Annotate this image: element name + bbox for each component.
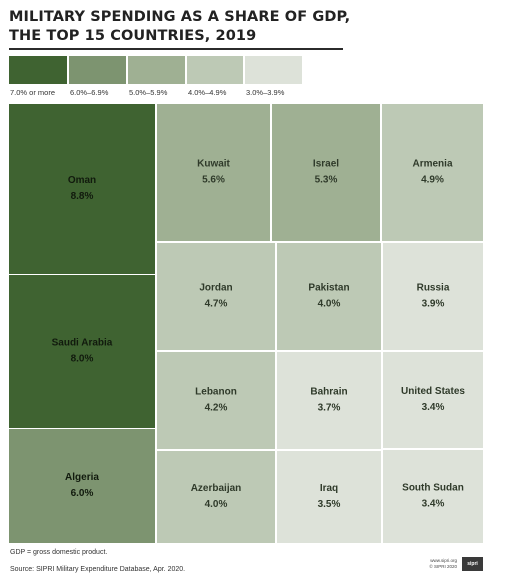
tile-rect-jordan	[157, 243, 275, 350]
tile-value-azerbaijan: 4.0%	[205, 499, 228, 510]
tile-label-azerbaijan: Azerbaijan	[191, 483, 242, 494]
tile-label-armenia: Armenia	[412, 159, 452, 170]
tile-rect-armenia	[382, 104, 483, 241]
logo-caption: www.sipri.org © SIPRI 2020	[425, 558, 457, 570]
tile-value-pakistan: 4.0%	[318, 299, 341, 310]
legend-swatch-3	[128, 56, 185, 84]
legend-swatch-4	[187, 56, 243, 84]
tile-label-kuwait: Kuwait	[197, 159, 230, 170]
tile-value-bahrain: 3.7%	[318, 403, 341, 414]
tile-algeria: Algeria 6.0%	[9, 429, 155, 543]
tile-value-saudi-arabia: 8.0%	[71, 354, 94, 365]
logo-copyright: © SIPRI 2020	[429, 564, 457, 569]
legend-label-1: 7.0% or more	[10, 88, 56, 97]
tile-value-algeria: 6.0%	[71, 488, 94, 499]
tile-value-oman: 8.8%	[71, 191, 94, 202]
logo-url: www.sipri.org	[430, 558, 457, 563]
tile-south-sudan: South Sudan 3.4%	[383, 450, 483, 543]
tile-value-israel: 5.3%	[315, 175, 338, 186]
tile-rect-algeria	[9, 429, 155, 543]
tile-rect-south-sudan	[383, 450, 483, 543]
tile-value-united-states: 3.4%	[422, 402, 445, 413]
tile-rect-saudi-arabia	[9, 275, 155, 428]
tile-armenia: Armenia 4.9%	[382, 104, 483, 241]
legend-label-4: 4.0%–4.9%	[188, 88, 227, 97]
legend-label-5: 3.0%–3.9%	[246, 88, 285, 97]
tile-rect-united-states	[383, 352, 483, 448]
tile-israel: Israel 5.3%	[272, 104, 380, 241]
tile-value-iraq: 3.5%	[318, 499, 341, 510]
chart-title-line-2: THE TOP 15 COUNTRIES, 2019	[9, 28, 257, 44]
source-note: Source: SIPRI Military Expenditure Datab…	[10, 566, 186, 573]
legend-label-3: 5.0%–5.9%	[129, 88, 168, 97]
tile-value-kuwait: 5.6%	[202, 175, 225, 186]
legend-swatch-5	[245, 56, 302, 84]
tile-azerbaijan: Azerbaijan 4.0%	[157, 451, 275, 543]
tile-united-states: United States 3.4%	[383, 352, 483, 448]
tile-label-oman: Oman	[68, 175, 96, 186]
tile-label-pakistan: Pakistan	[308, 283, 349, 294]
footnote: GDP = gross domestic product.	[10, 549, 108, 556]
tile-label-south-sudan: South Sudan	[402, 483, 464, 494]
tile-label-saudi-arabia: Saudi Arabia	[52, 338, 113, 349]
legend-swatch-2	[69, 56, 126, 84]
tile-oman: Oman 8.8%	[9, 104, 155, 274]
tile-pakistan: Pakistan 4.0%	[277, 243, 381, 350]
tile-label-bahrain: Bahrain	[310, 387, 347, 398]
tile-rect-kuwait	[157, 104, 270, 241]
tile-rect-azerbaijan	[157, 451, 275, 543]
tile-value-armenia: 4.9%	[421, 175, 444, 186]
tile-bahrain: Bahrain 3.7%	[277, 352, 381, 449]
tile-kuwait: Kuwait 5.6%	[157, 104, 270, 241]
title-divider	[9, 48, 343, 50]
tile-value-lebanon: 4.2%	[205, 403, 228, 414]
tile-rect-bahrain	[277, 352, 381, 449]
tile-label-israel: Israel	[313, 159, 339, 170]
tile-russia: Russia 3.9%	[383, 243, 483, 350]
chart-title: MILITARY SPENDING AS A SHARE OF GDP, THE…	[9, 8, 369, 46]
tile-value-russia: 3.9%	[422, 299, 445, 310]
chart-title-line-1: MILITARY SPENDING AS A SHARE OF GDP,	[9, 9, 351, 25]
tile-label-jordan: Jordan	[199, 283, 232, 294]
tile-jordan: Jordan 4.7%	[157, 243, 275, 350]
tile-rect-russia	[383, 243, 483, 350]
tile-rect-pakistan	[277, 243, 381, 350]
tile-rect-lebanon	[157, 352, 275, 449]
tile-value-jordan: 4.7%	[205, 299, 228, 310]
sipri-logo: sipri	[462, 557, 483, 571]
tile-rect-oman	[9, 104, 155, 274]
tile-label-iraq: Iraq	[320, 483, 338, 494]
tile-label-lebanon: Lebanon	[195, 387, 237, 398]
tile-value-south-sudan: 3.4%	[422, 499, 445, 510]
tile-saudi-arabia: Saudi Arabia 8.0%	[9, 275, 155, 428]
tile-lebanon: Lebanon 4.2%	[157, 352, 275, 449]
legend-label-2: 6.0%–6.9%	[70, 88, 109, 97]
tile-rect-iraq	[277, 451, 381, 543]
tile-iraq: Iraq 3.5%	[277, 451, 381, 543]
legend-swatch-1	[9, 56, 67, 84]
tile-label-russia: Russia	[417, 283, 450, 294]
tile-label-united-states: United States	[401, 386, 465, 397]
tile-label-algeria: Algeria	[65, 472, 99, 483]
tile-rect-israel	[272, 104, 380, 241]
